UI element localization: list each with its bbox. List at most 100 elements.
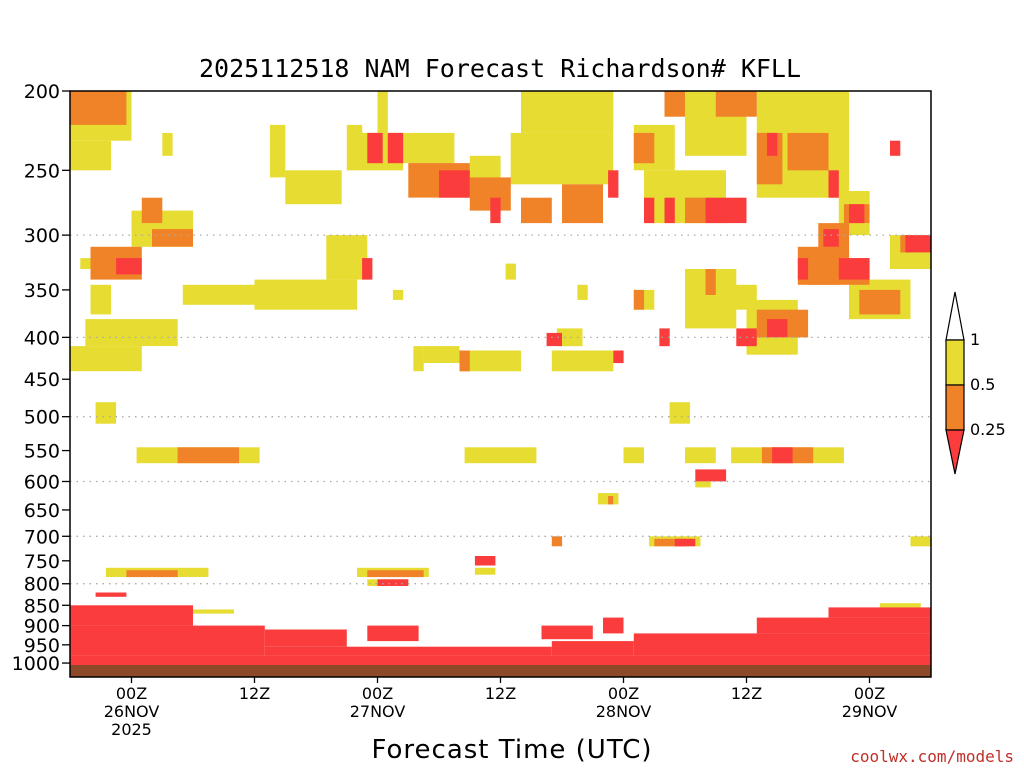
- x-tick-label: 12Z: [485, 684, 516, 703]
- ri-cell-orange: [705, 269, 716, 295]
- ri-cell-red: [95, 592, 127, 597]
- y-tick-label: 850: [24, 595, 60, 617]
- ri-cell-red: [772, 447, 793, 464]
- ri-cell-red: [116, 258, 142, 275]
- ri-cell-orange: [633, 132, 655, 164]
- ri-cell-yellow: [182, 284, 255, 305]
- ri-cell-yellow: [910, 536, 931, 547]
- y-tick-label: 750: [24, 551, 60, 573]
- ri-cell-red: [613, 350, 624, 364]
- ri-cell-red: [849, 204, 865, 224]
- ri-cell-yellow: [326, 235, 368, 280]
- ri-cell-yellow: [464, 447, 537, 464]
- ri-cell-yellow: [403, 132, 455, 164]
- y-tick-label: 550: [24, 441, 60, 463]
- ri-cell-red: [546, 332, 562, 347]
- ri-cell-yellow: [423, 346, 460, 363]
- ri-cell-yellow: [510, 132, 614, 185]
- ri-cell-orange: [177, 447, 240, 464]
- y-tick-label: 350: [24, 280, 60, 302]
- ri-cell-red: [264, 629, 347, 647]
- ri-cell-red: [695, 469, 727, 482]
- credit-text: coolwx.com/models: [850, 747, 1014, 766]
- ri-cell-yellow: [95, 402, 117, 424]
- ri-cell-red: [905, 235, 931, 253]
- ri-cell-yellow: [505, 263, 516, 280]
- ri-cell-red: [387, 132, 404, 164]
- ri-cell-orange: [521, 197, 552, 224]
- ri-cell-orange: [562, 184, 603, 224]
- ri-cell-orange: [633, 289, 645, 310]
- ri-cell-yellow: [70, 140, 111, 171]
- ri-cell-yellow: [879, 603, 921, 608]
- y-tick-label: 800: [24, 574, 60, 596]
- ri-cell-yellow: [577, 284, 588, 300]
- ri-cell-red: [664, 197, 675, 224]
- ri-cell-orange: [551, 536, 563, 547]
- ri-cell-red: [756, 617, 932, 634]
- ri-cell-yellow: [695, 481, 711, 488]
- x-tick-label: 28NOV: [596, 702, 652, 721]
- ri-cell-orange: [608, 496, 614, 505]
- y-tick-label: 450: [24, 369, 60, 391]
- ri-cell-yellow: [70, 346, 142, 372]
- ri-cell-yellow: [193, 609, 234, 614]
- ri-cell-orange: [141, 197, 163, 224]
- ri-cell-red: [551, 641, 634, 656]
- ri-cell-orange: [787, 132, 829, 171]
- gridlines: [70, 234, 931, 585]
- ri-cell-yellow: [685, 447, 716, 464]
- ri-cell-red: [362, 258, 373, 280]
- ri-cell-red: [264, 646, 552, 656]
- ri-cell-orange: [367, 570, 424, 578]
- ground-bar: [70, 665, 931, 677]
- ri-cell-orange: [126, 570, 178, 578]
- y-tick-label: 400: [24, 327, 60, 349]
- x-tick-label: 00Z: [362, 684, 393, 703]
- data-cells: [70, 91, 932, 677]
- y-tick-label: 700: [24, 526, 60, 548]
- x-axis-label: Forecast Time (UTC): [371, 735, 652, 765]
- ri-cell-yellow: [521, 91, 614, 133]
- colorbar-level-label: 1: [970, 330, 980, 349]
- ri-cell-red: [823, 229, 839, 247]
- ri-cell-red: [767, 319, 788, 338]
- ri-cell-yellow: [285, 170, 342, 205]
- x-tick-label: 2025: [111, 720, 152, 739]
- ri-cell-red: [644, 197, 655, 224]
- ri-cell-yellow: [551, 350, 614, 372]
- ri-cell-red: [705, 197, 747, 224]
- ri-cell-red: [767, 132, 778, 156]
- ri-cell-yellow: [669, 402, 691, 424]
- x-tick-label: 27NOV: [350, 702, 406, 721]
- colorbar-bin: [945, 339, 965, 386]
- ri-cell-red: [674, 538, 696, 547]
- ri-cell-red: [367, 132, 383, 164]
- colorbar-level-label: 0.5: [970, 375, 995, 394]
- ri-cell-orange: [664, 91, 685, 117]
- x-tick-label: 00Z: [116, 684, 147, 703]
- chart-title: 2025112518 NAM Forecast Richardson# KFLL: [199, 54, 801, 83]
- ri-cell-yellow: [623, 447, 644, 464]
- ri-cell-red: [797, 258, 809, 280]
- ri-cell-yellow: [254, 279, 357, 310]
- y-tick-label: 200: [24, 81, 60, 103]
- colorbar-bottom-triangle: [945, 429, 965, 475]
- ri-cell-red: [633, 633, 932, 656]
- ri-cell-yellow: [556, 328, 583, 347]
- y-tick-label: 600: [24, 471, 60, 493]
- ri-cell-yellow: [85, 319, 178, 347]
- y-tick-label: 250: [24, 160, 60, 182]
- y-tick-label: 500: [24, 407, 60, 429]
- ri-cell-orange: [459, 350, 470, 372]
- ri-cell-red: [474, 556, 496, 566]
- ri-cell-yellow: [392, 289, 404, 300]
- ri-cell-orange: [859, 289, 901, 315]
- ri-cell-yellow: [269, 124, 286, 178]
- ri-cell-yellow: [162, 132, 173, 156]
- ri-cell-red: [603, 617, 624, 634]
- ri-cell-red: [70, 605, 193, 626]
- ri-cell-yellow: [90, 284, 111, 315]
